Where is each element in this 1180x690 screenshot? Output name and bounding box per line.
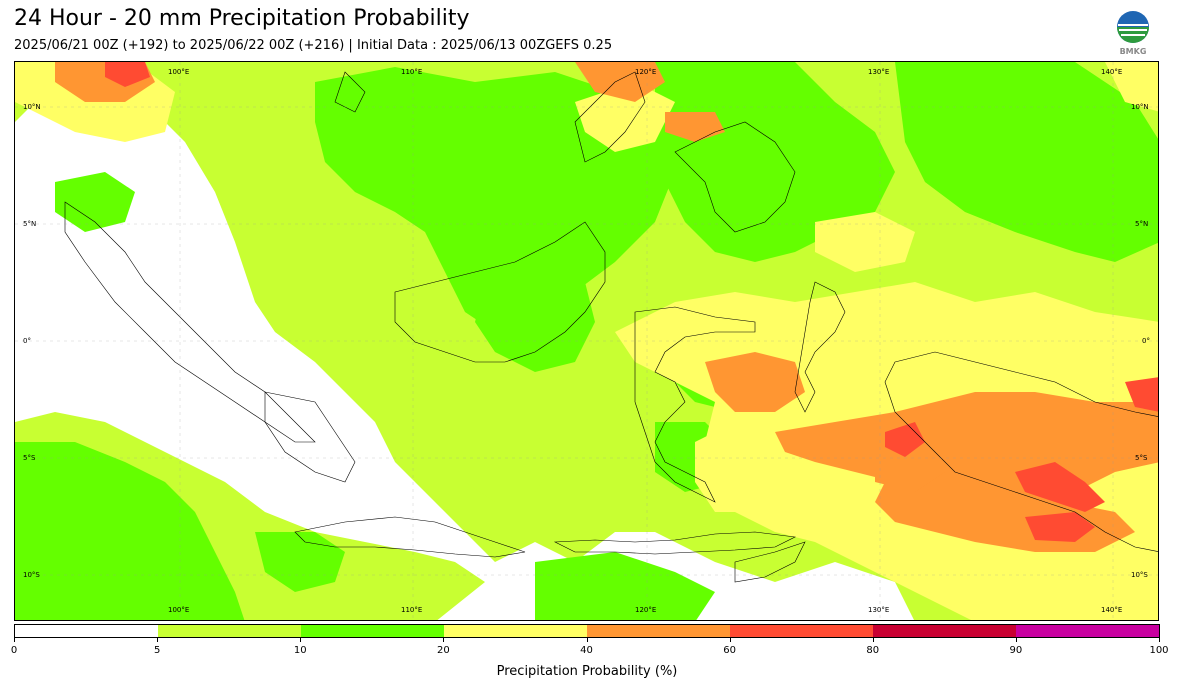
precipitation-field	[15, 62, 1158, 620]
colorbar-tick-label: 10	[293, 645, 307, 656]
lat-label-left-0: 0°	[23, 337, 31, 345]
lat-label-left-5s: 5°S	[23, 454, 36, 462]
colorbar-tick-mark	[300, 638, 302, 642]
lon-label-top-110e: 110°E	[401, 68, 423, 76]
lat-label-left-10n: 10°N	[23, 103, 41, 111]
map-subtitle: 2025/06/21 00Z (+192) to 2025/06/22 00Z …	[14, 38, 613, 53]
colorbar-segment	[15, 625, 158, 637]
colorbar-tick-mark	[14, 638, 15, 642]
lon-label-bottom-120e: 120°E	[635, 606, 657, 614]
colorbar-title: Precipitation Probability (%)	[496, 664, 678, 679]
colorbar-tick-label: 5	[153, 645, 161, 656]
lon-label-top-130e: 130°E	[868, 68, 890, 76]
colorbar-tick-mark	[157, 638, 159, 642]
colorbar-tick-label: 0	[10, 645, 18, 656]
lat-label-left-5n: 5°N	[23, 220, 37, 228]
bmkg-logo-icon: BMKG	[1117, 11, 1149, 56]
bmkg-logo-text: BMKG	[1120, 47, 1147, 56]
colorbar-tick-mark	[443, 638, 445, 642]
lat-label-right-5n: 5°N	[1135, 220, 1149, 228]
colorbar-segment	[301, 625, 444, 637]
lon-label-top-100e: 100°E	[168, 68, 190, 76]
lon-label-bottom-140e: 140°E	[1101, 606, 1123, 614]
lon-label-bottom-130e: 130°E	[868, 606, 890, 614]
colorbar-tick-label: 80	[866, 645, 880, 656]
lon-label-bottom-110e: 110°E	[401, 606, 423, 614]
lat-label-right-10n: 10°N	[1131, 103, 1149, 111]
lat-label-right-0: 0°	[1142, 337, 1150, 345]
colorbar-segment	[730, 625, 873, 637]
colorbar-tick-mark	[729, 638, 731, 642]
precipitation-map: 100°E 110°E 120°E 130°E 140°E 100°E 110°…	[14, 61, 1159, 621]
lon-label-bottom-100e: 100°E	[168, 606, 190, 614]
colorbar-tick-mark	[872, 638, 874, 642]
bmkg-logo: BMKG	[1114, 10, 1152, 56]
lon-label-top-120e: 120°E	[635, 68, 657, 76]
colorbar-tick-label: 90	[1009, 645, 1023, 656]
lon-label-top-140e: 140°E	[1101, 68, 1123, 76]
colorbar-tick-label: 60	[723, 645, 736, 656]
colorbar-tick-mark	[1015, 638, 1017, 642]
lat-label-right-10s: 10°S	[1131, 571, 1148, 579]
map-title: 24 Hour - 20 mm Precipitation Probabilit…	[14, 6, 470, 31]
colorbar-tick-mark	[1159, 638, 1160, 642]
colorbar-segment	[158, 625, 301, 637]
colorbar-tick-mark	[586, 638, 588, 642]
lat-label-right-5s: 5°S	[1135, 454, 1148, 462]
colorbar-tick-label: 100	[1149, 645, 1169, 656]
colorbar-segment	[587, 625, 730, 637]
colorbar	[14, 624, 1160, 638]
colorbar-segment	[1016, 625, 1159, 637]
colorbar-segment	[444, 625, 587, 637]
colorbar-tick-label: 20	[437, 645, 450, 656]
lat-label-left-10s: 10°S	[23, 571, 40, 579]
colorbar-segment	[873, 625, 1016, 637]
colorbar-tick-label: 40	[580, 645, 593, 656]
colorbar-title-row: Precipitation Probability (%)	[0, 664, 1180, 679]
